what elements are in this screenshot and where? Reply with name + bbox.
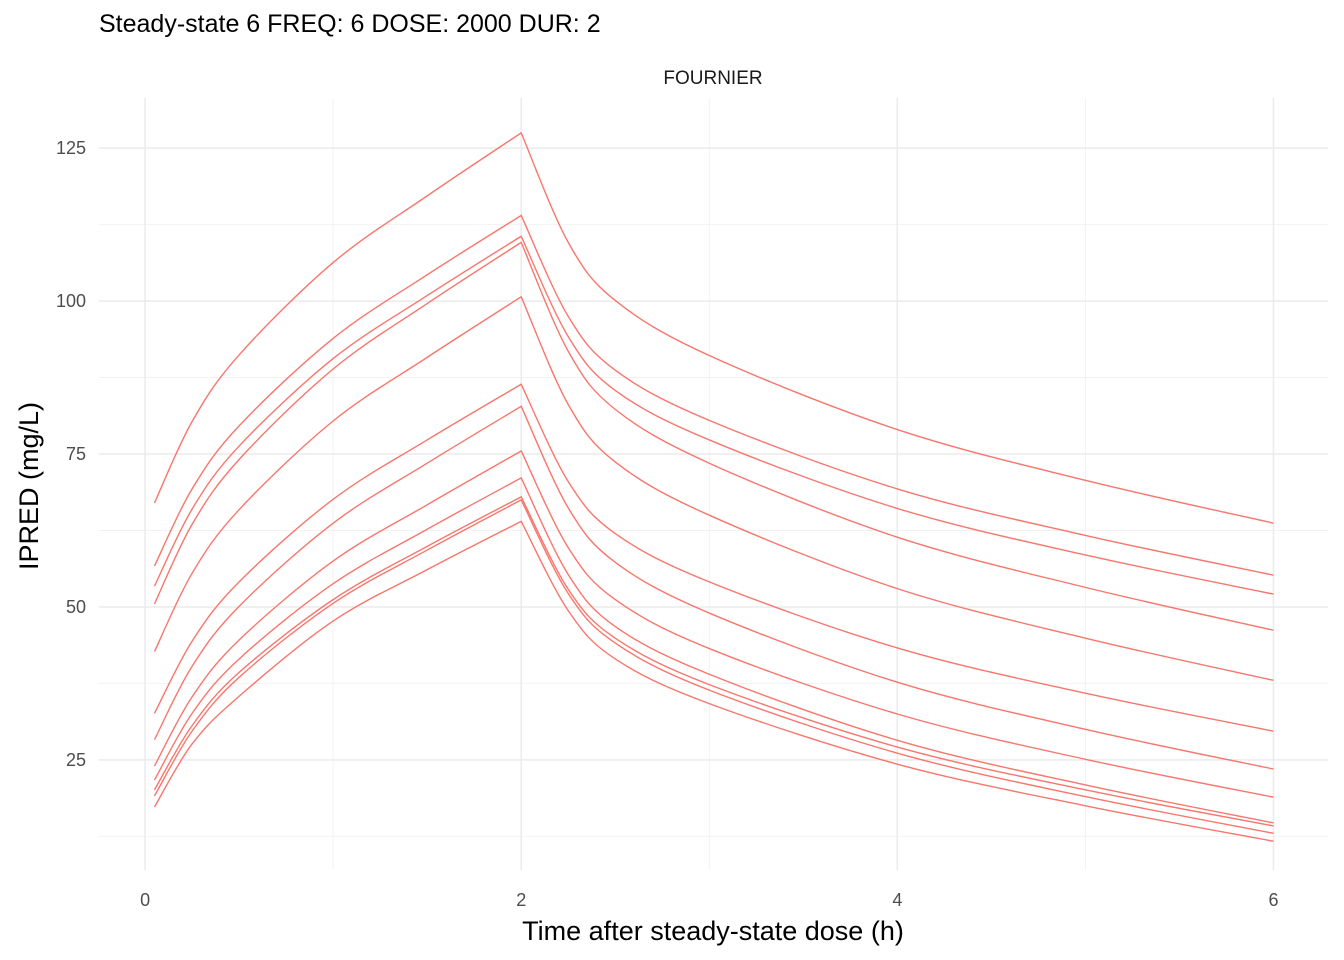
series-line-2 bbox=[153, 214, 1274, 576]
series-line-7 bbox=[153, 405, 1274, 770]
x-axis-label: Time after steady-state dose (h) bbox=[522, 916, 904, 946]
y-tick-label: 75 bbox=[66, 444, 86, 464]
series-line-8 bbox=[153, 449, 1274, 798]
chart-title: Steady-state 6 FREQ: 6 DOSE: 2000 DUR: 2 bbox=[99, 10, 601, 38]
series-line-6 bbox=[153, 383, 1274, 732]
series-line-1 bbox=[153, 131, 1274, 524]
series-line-12 bbox=[153, 520, 1274, 842]
y-axis-label: IPRED (mg/L) bbox=[14, 402, 44, 570]
series-line-4 bbox=[153, 241, 1274, 631]
series-line-3 bbox=[153, 235, 1274, 595]
series-line-10 bbox=[153, 495, 1274, 827]
y-tick-label: 100 bbox=[56, 291, 86, 311]
y-tick-label: 125 bbox=[56, 138, 86, 158]
series-lines bbox=[153, 131, 1274, 842]
y-tick-label: 25 bbox=[66, 750, 86, 770]
facet-strip-label: FOURNIER bbox=[663, 68, 762, 89]
y-tick-label: 50 bbox=[66, 597, 86, 617]
series-line-5 bbox=[153, 295, 1274, 682]
x-tick-label: 2 bbox=[516, 890, 526, 910]
series-line-9 bbox=[153, 476, 1274, 824]
x-tick-label: 0 bbox=[140, 890, 150, 910]
x-tick-label: 4 bbox=[892, 890, 902, 910]
tick-labels: 0 2 4 6 25 50 75 100 125 bbox=[56, 138, 1279, 910]
series-line-11 bbox=[153, 498, 1274, 834]
x-tick-label: 6 bbox=[1268, 890, 1278, 910]
gridlines bbox=[99, 98, 1328, 870]
